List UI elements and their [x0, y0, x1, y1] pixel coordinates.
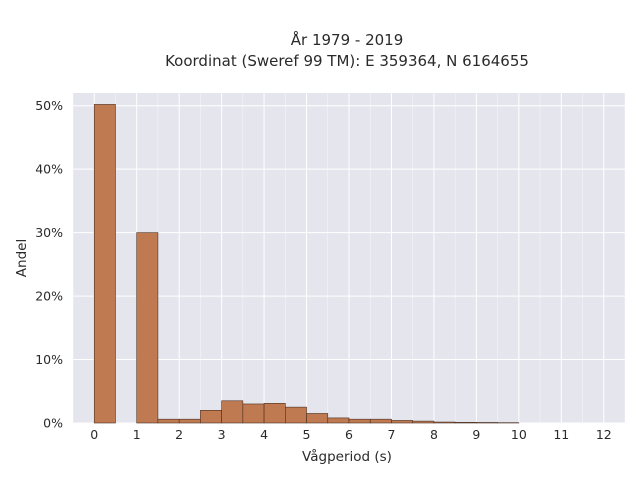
y-tick-label: 50% — [35, 98, 63, 113]
x-tick-label: 1 — [133, 427, 141, 442]
histogram-bar — [200, 410, 222, 424]
chart-title-line-2: Koordinat (Sweref 99 TM): E 359364, N 61… — [165, 52, 529, 70]
histogram-bar — [242, 403, 265, 424]
x-tick-label: 8 — [430, 427, 438, 442]
histogram-bar — [178, 418, 201, 424]
histogram-bar — [369, 418, 392, 424]
y-tick-label: 10% — [35, 352, 63, 367]
histogram-bar — [391, 420, 413, 424]
histogram-bar — [93, 104, 116, 424]
y-axis-label: Andel — [14, 239, 30, 277]
x-tick-label: 4 — [260, 427, 268, 442]
y-tick-label: 40% — [35, 162, 63, 177]
x-tick-label: 2 — [175, 427, 183, 442]
x-axis-label: Vågperiod (s) — [302, 448, 392, 465]
x-tick-label: 11 — [553, 427, 569, 442]
y-tick-label: 20% — [35, 289, 63, 304]
histogram-bar — [136, 232, 159, 424]
x-tick-label: 10 — [511, 427, 527, 442]
histogram-bar — [285, 406, 307, 424]
histogram-bar — [327, 417, 350, 424]
x-tick-label: 7 — [387, 427, 395, 442]
histogram-bar — [412, 420, 435, 424]
x-tick-label: 9 — [472, 427, 480, 442]
histogram-bar — [263, 403, 286, 424]
histogram-bar — [433, 421, 456, 424]
histogram-bar — [221, 400, 244, 424]
x-tick-label: 6 — [345, 427, 353, 442]
x-tick-label: 0 — [90, 427, 98, 442]
y-axis-ticks: 0% 10% 20% 30% 40% 50% — [35, 98, 63, 430]
x-tick-label: 12 — [596, 427, 612, 442]
x-tick-label: 5 — [303, 427, 311, 442]
histogram-bar — [348, 418, 371, 424]
histogram-bar — [306, 413, 329, 424]
x-axis-ticks: 0 1 2 3 4 5 6 7 8 9 10 11 12 — [90, 427, 611, 442]
histogram-bar — [476, 422, 498, 424]
chart-title-line-1: År 1979 - 2019 — [291, 30, 404, 49]
y-tick-label: 30% — [35, 225, 63, 240]
histogram-bar — [157, 418, 180, 424]
histogram-bar — [454, 422, 477, 424]
x-tick-label: 3 — [218, 427, 226, 442]
y-tick-label: 0% — [43, 416, 63, 431]
bars-group — [93, 104, 520, 424]
